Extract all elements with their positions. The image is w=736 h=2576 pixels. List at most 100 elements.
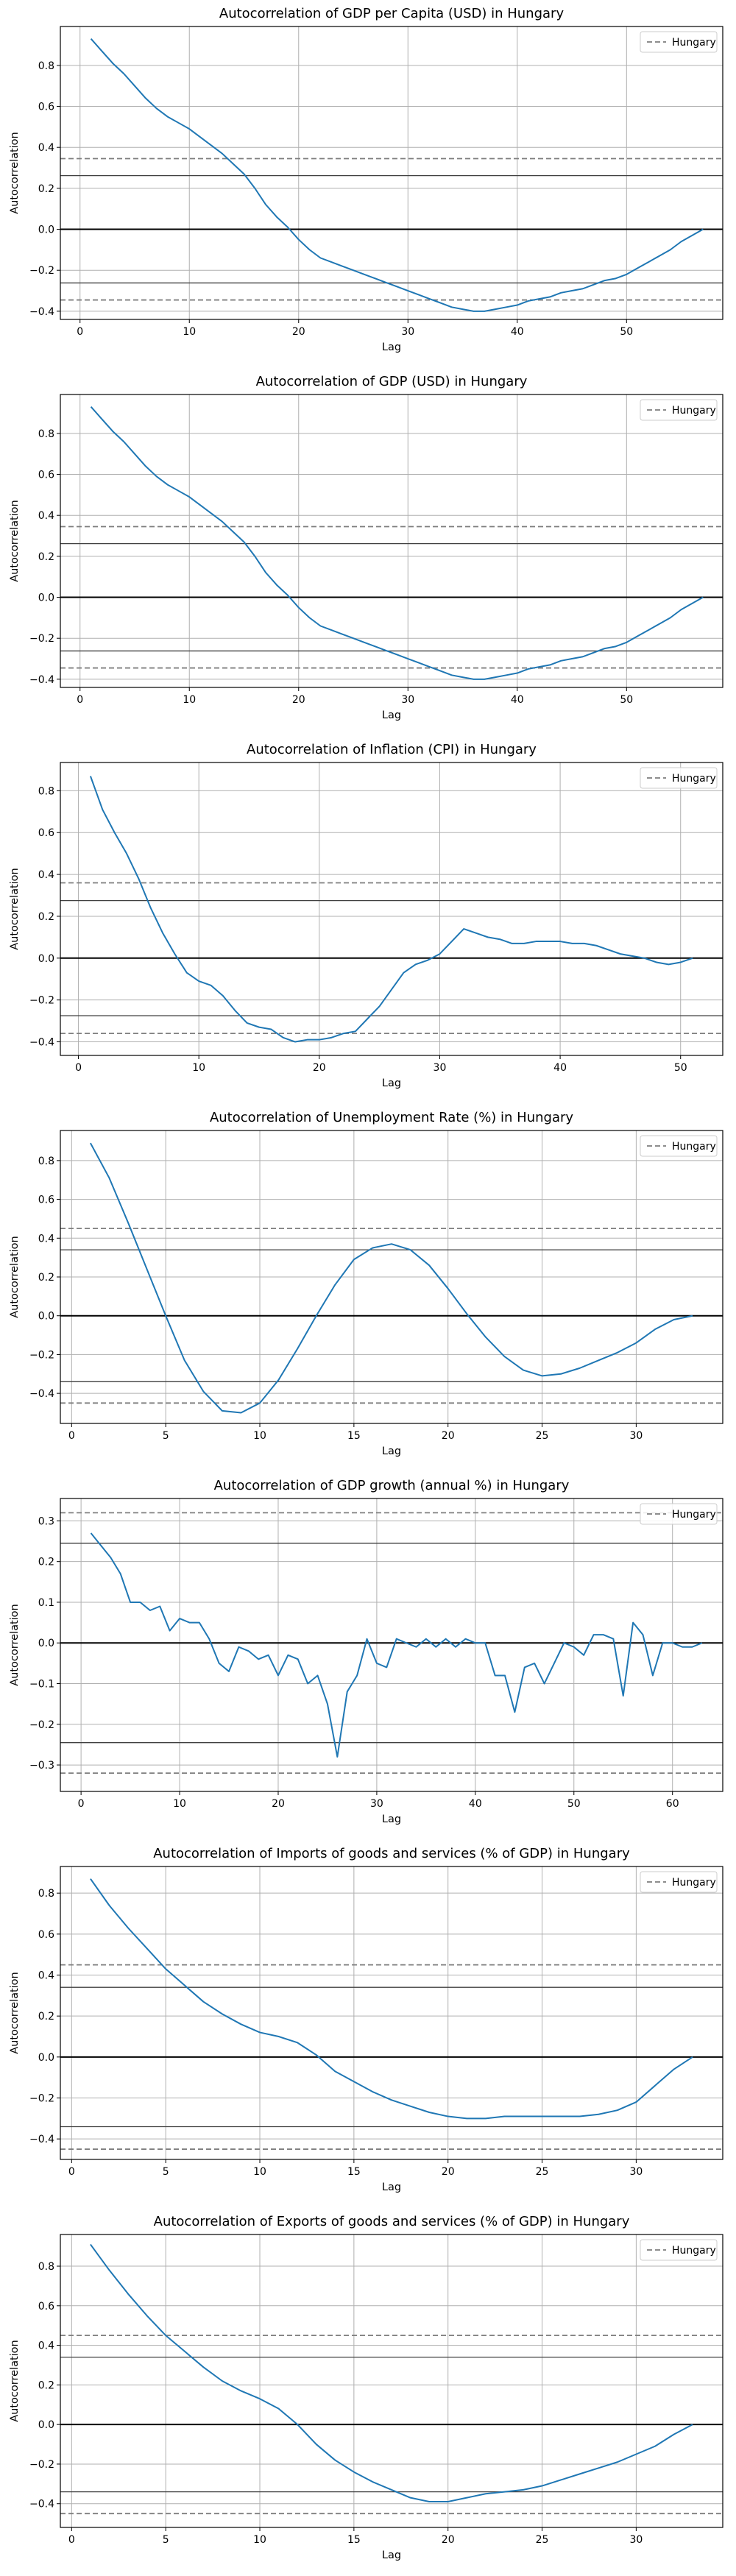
x-tick-label: 50 — [620, 694, 633, 706]
chart-panel: Autocorrelation of GDP per Capita (USD) … — [9, 6, 723, 353]
y-tick-label: −0.4 — [29, 1388, 54, 1400]
legend-box — [640, 31, 718, 53]
legend-box — [640, 2239, 718, 2261]
legend: Hungary — [640, 1503, 718, 1525]
x-tick-label: 30 — [629, 2534, 643, 2546]
y-tick-label: 0.8 — [38, 1156, 54, 1167]
y-tick-label: 0.0 — [38, 592, 54, 604]
series-line — [90, 1878, 693, 2120]
y-tick-label: 0.0 — [38, 1638, 54, 1649]
x-tick-label: 10 — [173, 1798, 186, 1810]
x-tick-label: 25 — [536, 2534, 549, 2546]
y-tick-label: −0.2 — [29, 265, 54, 277]
x-tick-label: 10 — [253, 2534, 266, 2546]
series-line — [90, 38, 704, 312]
x-axis-label: Lag — [382, 1814, 401, 1825]
y-tick-label: −0.2 — [29, 995, 54, 1007]
legend: Hungary — [640, 31, 718, 53]
series-line — [89, 776, 693, 1043]
x-tick-label: 40 — [553, 1062, 567, 1074]
x-tick-label: 0 — [78, 1798, 85, 1810]
x-tick-label: 50 — [620, 326, 633, 338]
y-tick-label: −0.2 — [29, 1349, 54, 1361]
y-tick-label: 0.3 — [38, 1515, 54, 1527]
y-tick-label: 0.4 — [38, 1970, 54, 1982]
x-tick-label: 10 — [253, 1430, 266, 1442]
plot-frame — [60, 394, 723, 688]
chart-title: Autocorrelation of Inflation (CPI) in Hu… — [247, 742, 537, 757]
y-tick-label: −0.2 — [29, 2459, 54, 2471]
y-tick-label: 0.0 — [38, 2052, 54, 2064]
y-tick-label: −0.4 — [29, 2134, 54, 2145]
x-tick-label: 30 — [370, 1798, 383, 1810]
y-tick-label: −0.4 — [29, 306, 54, 318]
x-axis-label: Lag — [382, 710, 401, 721]
y-tick-label: 0.2 — [38, 2011, 54, 2023]
series-line — [90, 2243, 693, 2503]
x-axis-label: Lag — [382, 342, 401, 353]
x-tick-label: 15 — [347, 1430, 361, 1442]
y-tick-label: −0.2 — [29, 633, 54, 645]
y-tick-label: 0.8 — [38, 60, 54, 72]
x-tick-label: 30 — [401, 694, 414, 706]
x-tick-label: 20 — [442, 2534, 455, 2546]
x-tick-label: 50 — [674, 1062, 687, 1074]
y-axis-label: Autocorrelation — [9, 500, 21, 581]
y-tick-label: 0.2 — [38, 1272, 54, 1284]
x-tick-label: 0 — [75, 1062, 82, 1074]
x-axis-label: Lag — [382, 1078, 401, 1089]
plot-frame — [60, 26, 723, 320]
x-tick-label: 0 — [68, 2166, 75, 2178]
legend: Hungary — [640, 1871, 718, 1893]
chart-panel: Autocorrelation of Unemployment Rate (%)… — [9, 1110, 723, 1457]
x-tick-label: 5 — [163, 2534, 169, 2546]
y-tick-label: 0.6 — [38, 2301, 54, 2313]
y-tick-label: 0.6 — [38, 102, 54, 113]
x-axis-label: Lag — [382, 2182, 401, 2193]
x-tick-label: 20 — [442, 2166, 455, 2178]
y-tick-label: 0.8 — [38, 428, 54, 440]
x-tick-label: 0 — [68, 2534, 75, 2546]
x-tick-label: 20 — [292, 326, 305, 338]
y-tick-label: −0.1 — [29, 1679, 54, 1691]
x-axis-label: Lag — [382, 2550, 401, 2561]
y-tick-label: 0.2 — [38, 183, 54, 195]
x-axis-label: Lag — [382, 1446, 401, 1457]
legend-entry-label: Hungary — [672, 2245, 716, 2257]
x-tick-label: 10 — [192, 1062, 205, 1074]
x-tick-label: 30 — [629, 1430, 643, 1442]
x-tick-label: 10 — [253, 2166, 266, 2178]
y-tick-label: −0.2 — [29, 2093, 54, 2105]
x-tick-label: 10 — [183, 694, 196, 706]
chart-title: Autocorrelation of Imports of goods and … — [153, 1846, 630, 1861]
y-tick-label: 0.0 — [38, 953, 54, 965]
x-tick-label: 20 — [313, 1062, 326, 1074]
legend-entry-label: Hungary — [672, 1509, 716, 1521]
legend-entry-label: Hungary — [672, 405, 716, 417]
y-tick-label: 0.0 — [38, 2419, 54, 2431]
y-tick-label: 0.4 — [38, 2340, 54, 2352]
x-tick-label: 10 — [183, 326, 196, 338]
plot-frame — [60, 1498, 723, 1792]
chart-title: Autocorrelation of Exports of goods and … — [154, 2214, 630, 2229]
y-axis-label: Autocorrelation — [9, 1972, 21, 2053]
y-tick-label: −0.3 — [29, 1760, 54, 1772]
y-tick-label: 0.8 — [38, 785, 54, 797]
x-tick-label: 25 — [536, 1430, 549, 1442]
legend-box — [640, 1503, 718, 1525]
legend-entry-label: Hungary — [672, 773, 716, 785]
chart-panel: Autocorrelation of GDP growth (annual %)… — [9, 1478, 723, 1825]
y-tick-label: 0.8 — [38, 1888, 54, 1900]
series-line — [90, 1532, 703, 1758]
x-tick-label: 25 — [536, 2166, 549, 2178]
x-tick-label: 15 — [347, 2534, 361, 2546]
x-tick-label: 40 — [469, 1798, 482, 1810]
x-tick-label: 15 — [347, 2166, 361, 2178]
x-tick-label: 0 — [68, 1430, 75, 1442]
legend-box — [640, 399, 718, 421]
y-tick-label: 0.0 — [38, 224, 54, 236]
chart-panel: Autocorrelation of Imports of goods and … — [9, 1846, 723, 2193]
chart-title: Autocorrelation of GDP per Capita (USD) … — [219, 6, 565, 21]
legend-box — [640, 1135, 718, 1157]
y-tick-label: 0.6 — [38, 470, 54, 481]
